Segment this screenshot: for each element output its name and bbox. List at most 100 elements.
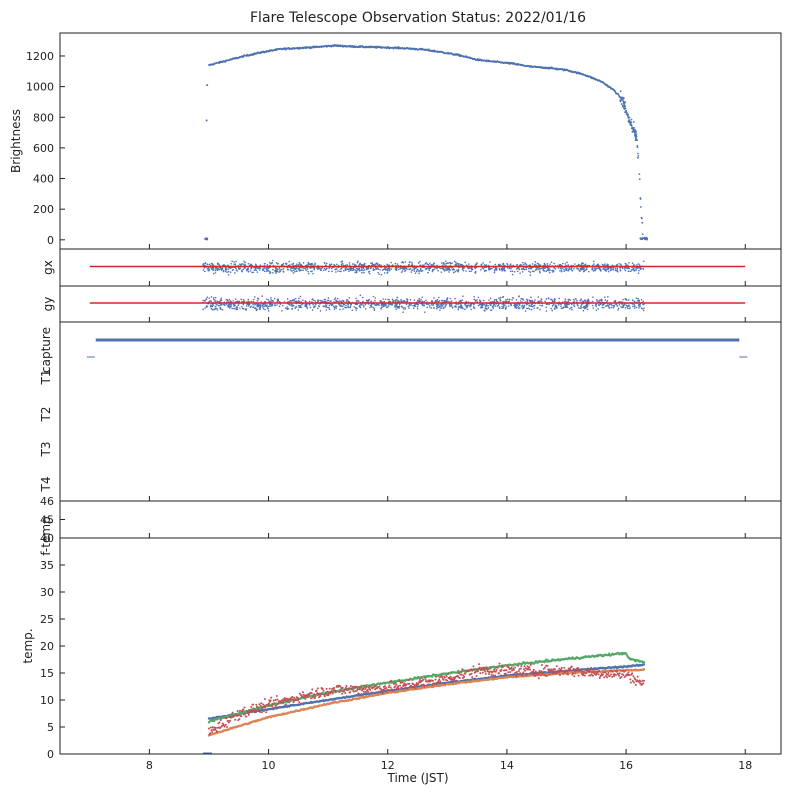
gy-point: [620, 305, 622, 308]
temp-ytick-label: 5: [47, 721, 54, 734]
gy-point: [580, 298, 582, 300]
gx-point: [282, 270, 285, 273]
gx-point: [247, 262, 250, 265]
gx-point: [364, 262, 366, 265]
gy-point: [311, 298, 314, 301]
gy-point: [476, 299, 478, 301]
gy-point: [462, 295, 464, 297]
gy-point: [545, 298, 548, 300]
gx-point: [425, 261, 428, 264]
gy-point: [356, 299, 359, 302]
gy-point: [580, 303, 583, 306]
gy-point: [416, 300, 419, 302]
gx-point: [529, 271, 532, 273]
gx-point: [244, 263, 246, 266]
gy-point: [336, 297, 339, 300]
gy-point: [519, 307, 521, 309]
gx-point: [566, 261, 568, 264]
gy-point: [348, 296, 351, 299]
gy-point: [464, 308, 466, 311]
gy-point: [272, 300, 275, 302]
gx-point: [421, 269, 424, 272]
gy-point: [520, 297, 523, 300]
gx-point: [407, 268, 409, 271]
gy-point: [212, 304, 215, 306]
gx-point: [601, 263, 604, 266]
gx-point: [404, 269, 407, 272]
gy-point: [485, 303, 488, 306]
gy-point: [236, 307, 238, 310]
gy-point: [560, 307, 563, 310]
gx-point: [249, 270, 252, 272]
gy-point: [220, 299, 223, 302]
gx-point: [538, 270, 541, 272]
gy-point: [549, 298, 552, 301]
gy-point: [318, 305, 321, 308]
gy-point: [214, 305, 217, 308]
gy-point: [441, 304, 444, 307]
gy-point: [338, 300, 341, 302]
gx-point: [481, 267, 484, 269]
gy-point: [564, 300, 566, 303]
gy-point: [613, 305, 616, 308]
gx-point: [454, 263, 457, 266]
gy-point: [493, 298, 496, 301]
gy-point: [433, 297, 435, 299]
gy-point: [473, 295, 476, 298]
gy-point: [210, 296, 213, 298]
gy-point: [247, 298, 250, 301]
gx-point: [308, 263, 311, 265]
gx-point: [343, 270, 345, 272]
gx-point: [553, 262, 555, 265]
gy-point: [298, 300, 301, 303]
gx-point: [395, 267, 398, 269]
gx-point: [419, 264, 421, 267]
gy-point: [515, 305, 518, 307]
gx-point: [269, 271, 272, 274]
gx-point: [534, 263, 536, 266]
gy-point: [598, 304, 601, 307]
gy-ylabel: gy: [41, 297, 55, 312]
gx-point: [395, 269, 398, 272]
gx-point: [604, 269, 607, 272]
gy-point: [403, 300, 405, 303]
gx-point: [271, 259, 274, 262]
brightness-point: [628, 121, 631, 124]
gx-point: [372, 267, 375, 270]
gx-point: [348, 270, 350, 273]
gx-point: [415, 270, 418, 273]
gx-point: [344, 268, 346, 270]
gy-point: [507, 300, 509, 303]
gx-point: [534, 261, 537, 263]
gy-point: [515, 299, 518, 301]
gy-point: [544, 300, 546, 303]
gy-point: [518, 295, 520, 297]
gy-point: [421, 304, 424, 307]
gy-point: [484, 306, 487, 308]
gy-point: [569, 307, 571, 310]
gy-point: [214, 299, 216, 302]
gy-point: [278, 300, 281, 303]
gy-point: [569, 299, 572, 301]
gy-point: [266, 305, 268, 308]
gy-point: [212, 298, 215, 301]
capture-ylabel-capture: capture: [39, 327, 53, 373]
gy-point: [580, 305, 582, 308]
gx-point: [340, 270, 342, 273]
gy-point: [482, 304, 484, 306]
gy-point: [603, 306, 605, 309]
brightness-point: [636, 145, 639, 147]
gx-point: [206, 268, 209, 270]
gy-point: [377, 304, 380, 306]
gx-point: [429, 262, 431, 265]
gy-point: [642, 303, 644, 306]
gy-point: [261, 306, 264, 308]
ftemp-ytick-label: 45: [40, 514, 54, 527]
brightness-point: [206, 238, 208, 241]
temp-ytick-label: 30: [40, 586, 54, 599]
gy-point: [221, 308, 224, 311]
gy-point: [461, 299, 464, 301]
gy-point: [357, 300, 360, 303]
gx-point: [602, 268, 605, 270]
gx-point: [498, 267, 501, 270]
